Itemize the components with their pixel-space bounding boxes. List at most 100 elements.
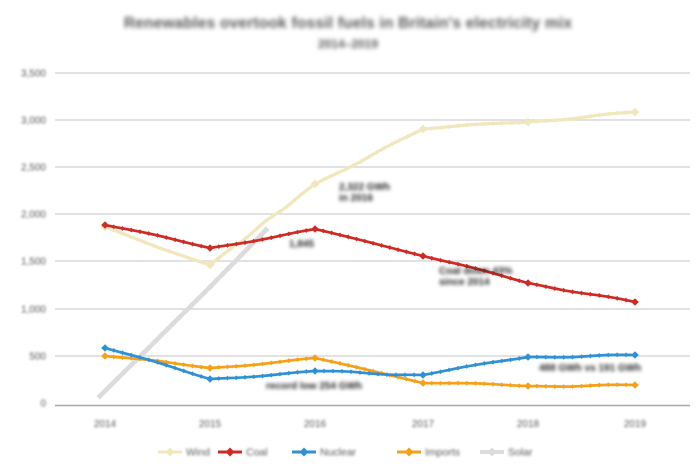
series-marker (508, 120, 513, 126)
series-marker (561, 117, 567, 123)
series-marker (233, 363, 239, 369)
series-lines (96, 107, 640, 400)
series-coal (101, 221, 639, 306)
series-marker (412, 251, 418, 257)
series-marker (570, 354, 575, 360)
series-marker (120, 355, 125, 361)
series-marker (412, 378, 418, 384)
series-marker (402, 372, 408, 378)
series-marker (455, 123, 461, 129)
series-marker (473, 362, 478, 368)
series-marker (362, 366, 368, 372)
series-marker (438, 257, 443, 263)
series-marker (403, 249, 409, 255)
series-marker (190, 241, 195, 247)
series-marker (251, 362, 257, 368)
series-marker (570, 384, 575, 389)
series-marker (298, 192, 304, 197)
series-marker (438, 369, 443, 375)
series-marker (395, 247, 401, 253)
series-marker (438, 125, 443, 130)
legend-item-solar: Solar (480, 447, 533, 459)
legend-label: Solar (508, 447, 533, 459)
series-marker (561, 287, 567, 293)
y-tick-label: 500 (29, 352, 46, 363)
series-marker (345, 362, 351, 368)
series-marker (588, 291, 593, 297)
chart-subtitle: 2014–2019 (318, 37, 378, 51)
series-marker (405, 134, 410, 139)
series-marker (596, 353, 602, 358)
series-marker (191, 257, 197, 262)
series-marker (631, 381, 639, 389)
legend-item-nuclear: Nuclear (292, 447, 357, 459)
series-marker (121, 368, 128, 376)
series-marker (155, 360, 160, 365)
series-marker (446, 124, 452, 130)
legend-swatch-marker (165, 447, 175, 457)
series-marker (268, 360, 274, 366)
series-marker (516, 356, 522, 361)
series-marker (120, 226, 125, 231)
series-marker (354, 236, 359, 242)
x-tick-label: 2019 (624, 419, 647, 430)
series-marker (374, 149, 380, 155)
legend-swatch-marker (299, 447, 309, 457)
series-marker (473, 380, 478, 386)
blurred-annotation: record low 254 GWh (266, 381, 362, 392)
series-marker (614, 110, 620, 116)
series-marker (524, 382, 532, 390)
series-marker (320, 357, 326, 363)
series-marker (534, 282, 540, 288)
series-marker (351, 162, 356, 168)
series-marker (96, 392, 104, 400)
series-marker (286, 358, 292, 364)
series-marker (354, 364, 359, 370)
series-marker (128, 355, 134, 361)
series-marker (490, 381, 496, 387)
series-marker (163, 235, 169, 240)
series-marker (614, 382, 620, 388)
series-marker (206, 244, 214, 252)
legend-swatch-marker (404, 447, 414, 457)
series-marker (205, 260, 215, 270)
series-marker (151, 338, 159, 345)
blurred-annotation: Coal down 43% since 2014 (439, 266, 512, 288)
series-marker (242, 374, 248, 380)
series-marker (588, 113, 593, 119)
series-marker (473, 265, 478, 271)
series-marker (146, 357, 152, 363)
series-marker (172, 360, 178, 366)
series-marker (552, 286, 558, 291)
series-marker (419, 252, 427, 260)
series-marker (242, 236, 248, 242)
series-line-solar (97, 227, 269, 399)
series-marker (237, 252, 245, 259)
axis-labels: 3,500 3,000 2,500 2,000 1,500 1,000 500 0 2014 20… (21, 69, 647, 431)
chart-annotations: 1,845 2,322 GWh in 2016 Coal down 43% since … (266, 182, 641, 392)
series-marker (199, 259, 205, 265)
series-marker (419, 371, 427, 379)
series-marker (337, 361, 343, 366)
series-marker (523, 117, 533, 127)
series-marker (596, 293, 602, 298)
series-marker (233, 375, 239, 381)
series-marker (277, 233, 283, 239)
series-marker (366, 154, 372, 160)
series-marker (101, 344, 109, 352)
series-marker (260, 361, 265, 367)
series-marker (163, 362, 169, 368)
series-marker (393, 372, 399, 378)
series-marker (181, 368, 187, 374)
series-marker (303, 356, 309, 362)
series-line-coal (103, 223, 637, 304)
series-marker (216, 364, 222, 370)
series-marker (120, 350, 125, 356)
series-marker (473, 121, 478, 127)
series-marker (588, 383, 593, 388)
series-marker (214, 257, 220, 262)
series-marker (260, 373, 265, 379)
series-marker (455, 380, 461, 386)
series-marker (561, 354, 567, 360)
series-marker (320, 228, 326, 234)
